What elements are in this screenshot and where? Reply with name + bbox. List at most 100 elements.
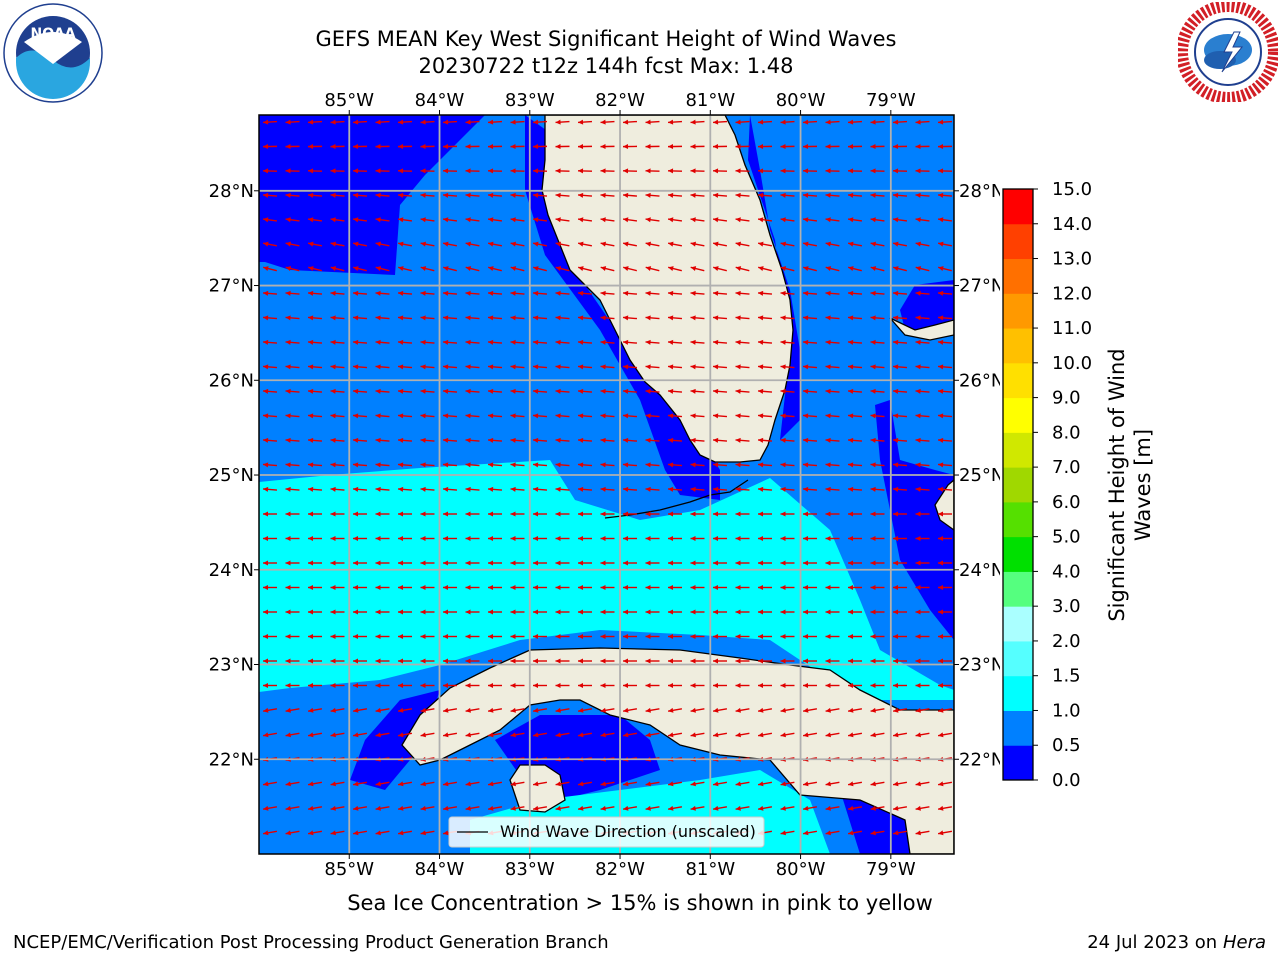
wind-arrow-head [893, 388, 899, 394]
wind-arrow-head [645, 536, 651, 541]
wind-arrow-head [915, 634, 921, 639]
wind-arrow-head [263, 486, 269, 492]
wind-arrow-head [330, 805, 336, 811]
wind-arrow-head [285, 707, 291, 713]
wind-arrow-head [285, 290, 291, 296]
wind-arrow-head [848, 609, 853, 615]
wind-arrow-head [465, 658, 471, 664]
wind-arrow-head [465, 437, 471, 443]
colorbar-swatch [1003, 745, 1033, 781]
wind-arrow-head [623, 217, 629, 223]
wind-arrow-head [533, 364, 539, 370]
wind-arrow-head [600, 290, 606, 296]
wind-arrow-head [285, 805, 291, 811]
wind-arrow-head [713, 536, 718, 541]
wind-arrow-head [353, 805, 359, 811]
wind-arrow-head [825, 437, 831, 443]
wind-arrow-head [375, 339, 381, 345]
wind-arrow-head [510, 732, 516, 738]
wind-arrow-head [488, 290, 494, 296]
wind-arrow-head [330, 413, 336, 419]
wind-arrow-head [938, 511, 943, 517]
wind-arrow-head [803, 192, 809, 198]
wind-arrow-head [330, 486, 336, 492]
wind-arrow-head [533, 683, 538, 688]
wind-arrow-head [465, 217, 471, 223]
wind-arrow-head [780, 339, 786, 345]
wind-arrow-head [668, 536, 673, 541]
wind-arrow-head [870, 413, 876, 419]
wind-arrow-head [915, 805, 921, 811]
wind-arrow-head [263, 119, 269, 125]
wind-arrow-head [285, 388, 291, 394]
wind-arrow-head [533, 536, 538, 541]
wind-arrow-head [735, 364, 741, 370]
wind-arrow-head [398, 732, 404, 738]
wind-arrow-head [263, 585, 268, 590]
wind-arrow-head [578, 339, 584, 345]
wind-arrow-head [713, 781, 719, 787]
wind-arrow-head [713, 241, 719, 247]
wind-arrow-head [803, 560, 808, 566]
wind-arrow-head [645, 437, 651, 443]
wind-arrow-head [780, 192, 786, 198]
wind-arrow-head [803, 290, 809, 296]
wind-arrow-head [758, 413, 764, 419]
wind-arrow-head [488, 364, 494, 370]
wind-arrow-head [623, 315, 629, 321]
wind-arrow-head [938, 192, 944, 198]
wind-arrow-head [578, 511, 583, 517]
wind-arrow-head [713, 119, 719, 125]
wind-arrow-head [825, 241, 832, 247]
wind-arrow-head [893, 290, 899, 296]
wind-arrow-head [285, 192, 291, 198]
wind-arrow-head [915, 413, 921, 419]
wind-arrow-head [308, 266, 314, 271]
wind-arrow-head [353, 119, 359, 125]
wind-arrow-head [330, 192, 336, 198]
wind-arrow-head [443, 830, 449, 836]
wind-arrow-head [375, 536, 381, 541]
wind-arrow-head [510, 683, 516, 688]
footer-host: Hera [1222, 932, 1266, 953]
wind-arrow-head [915, 732, 921, 738]
wind-arrow-head [780, 536, 786, 541]
wind-arrow-head [308, 486, 314, 492]
wind-arrow-head [915, 217, 921, 223]
wind-arrow-head [533, 585, 538, 590]
wind-arrow-head [443, 486, 449, 492]
footer-date-text: 24 Jul 2023 on [1087, 932, 1223, 953]
colorbar-tick-label: 11.0 [1052, 318, 1092, 339]
lat-tick-label-left: 25°N [209, 465, 254, 486]
wind-arrow-head [600, 683, 606, 688]
wind-arrow-head [690, 290, 696, 296]
wind-arrow-head [623, 732, 629, 738]
wind-arrow-head [510, 585, 516, 590]
wind-arrow-head [938, 266, 944, 271]
wind-arrow-head [803, 437, 809, 443]
wind-arrow-head [735, 707, 741, 713]
wind-arrow-head [600, 536, 606, 541]
colorbar-swatch [1003, 640, 1033, 677]
wind-arrow-head [420, 830, 426, 836]
wind-arrow-head [330, 732, 336, 738]
wind-arrow-head [533, 805, 539, 811]
wind-arrow-head [353, 168, 359, 174]
wind-arrow-head [758, 266, 764, 271]
wind-arrow-head [420, 511, 426, 517]
wind-arrow-head [915, 781, 921, 787]
wind-arrow-head [735, 462, 741, 468]
wind-arrow-head [893, 658, 898, 664]
wind-arrow-head [623, 585, 628, 590]
wind-arrow-head [488, 437, 494, 443]
wind-arrow-head [645, 707, 651, 713]
wind-arrow-head [443, 217, 449, 223]
wind-arrow-head [533, 144, 539, 150]
wind-arrow-head [735, 266, 742, 271]
wind-arrow-head [443, 683, 448, 688]
wind-arrow-head [825, 511, 831, 517]
wind-arrow-head [308, 781, 314, 787]
wind-arrow-head [263, 609, 268, 615]
wind-arrow-head [668, 437, 674, 443]
wind-arrow-head [623, 486, 629, 492]
